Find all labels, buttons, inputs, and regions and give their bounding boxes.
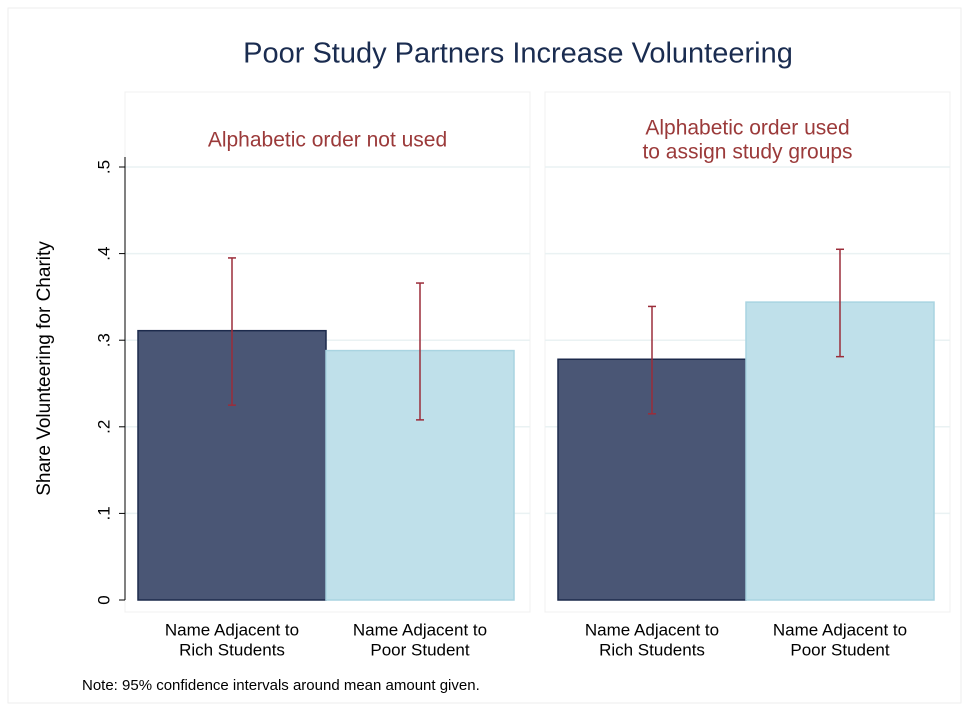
y-tick-label: .1 <box>94 506 113 520</box>
y-axis-label: Share Volunteering for Charity <box>34 241 55 496</box>
panel-title: to assign study groups <box>642 141 852 164</box>
note: Note: 95% confidence intervals around me… <box>82 677 480 694</box>
x-tick-label: Name Adjacent to <box>585 620 719 639</box>
y-tick-label: .5 <box>94 160 113 174</box>
x-tick-label: Name Adjacent to <box>165 620 299 639</box>
y-tick-label: .3 <box>94 333 113 347</box>
x-tick-label: Name Adjacent to <box>773 620 907 639</box>
x-tick-label: Name Adjacent to <box>353 620 487 639</box>
x-tick-label: Poor Student <box>370 640 470 659</box>
y-tick-label: .4 <box>94 247 113 261</box>
y-tick-label: 0 <box>94 595 113 604</box>
panel-title: Alphabetic order used <box>645 117 849 140</box>
x-tick-label: Poor Student <box>790 640 890 659</box>
x-tick-label: Rich Students <box>179 640 285 659</box>
y-tick-label: .2 <box>94 420 113 434</box>
panel-title: Alphabetic order not used <box>208 129 447 152</box>
chart-title: Poor Study Partners Increase Volunteerin… <box>243 38 793 70</box>
x-tick-label: Rich Students <box>599 640 705 659</box>
